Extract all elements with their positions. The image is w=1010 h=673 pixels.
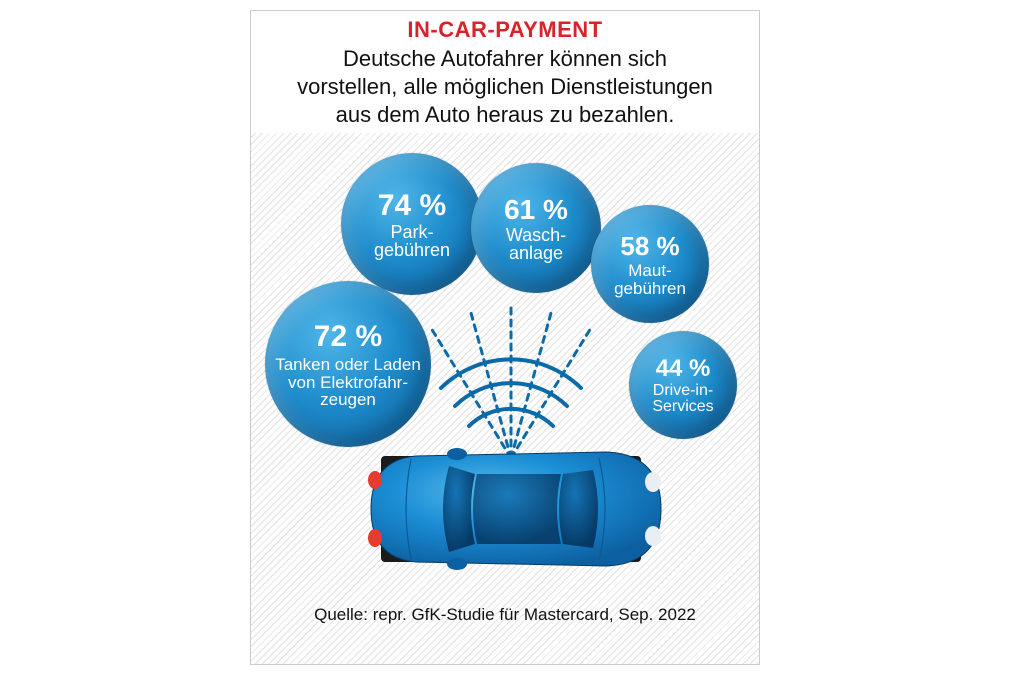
bubble-waschanlage: 61 % Wasch- anlage <box>471 163 601 293</box>
mirror-right <box>447 558 467 570</box>
bubble-percent: 61 % <box>504 194 568 226</box>
bubble-parkgebuehren: 74 % Park- gebühren <box>341 153 483 295</box>
windshield <box>443 466 475 552</box>
car-body <box>368 448 661 570</box>
mirror-left <box>447 448 467 460</box>
infographic-title: IN-CAR-PAYMENT <box>291 17 719 43</box>
bubble-percent: 58 % <box>620 231 679 262</box>
bubble-percent: 44 % <box>656 355 711 383</box>
bubble-label: Wasch- anlage <box>506 226 566 264</box>
bubble-label: Drive-in- Services <box>652 383 713 417</box>
taillight-right <box>368 529 382 547</box>
bubble-percent: 72 % <box>314 320 382 354</box>
bubble-label: Park- gebühren <box>374 223 450 261</box>
infographic-subtitle: Deutsche Autofahrer können sich vorstell… <box>291 45 719 129</box>
source-text: Quelle: repr. GfK-Studie für Mastercard,… <box>251 605 759 625</box>
headlight-right <box>645 526 661 546</box>
header-block: IN-CAR-PAYMENT Deutsche Autofahrer könne… <box>251 11 759 133</box>
stage: 72 % Tanken oder Laden von Elektrofahr- … <box>251 133 759 633</box>
bubble-label: Maut- gebühren <box>614 262 686 298</box>
taillight-left <box>368 471 382 489</box>
bubble-drive-in: 44 % Drive-in- Services <box>629 331 737 439</box>
bubble-percent: 74 % <box>378 189 446 223</box>
rear-window <box>559 470 598 548</box>
bubble-label: Tanken oder Laden von Elektrofahr- zeuge… <box>275 356 421 410</box>
infographic-panel: IN-CAR-PAYMENT Deutsche Autofahrer könne… <box>250 10 760 665</box>
bubble-mautgebuehren: 58 % Maut- gebühren <box>591 205 709 323</box>
headlight-left <box>645 472 661 492</box>
bubble-tanken-laden: 72 % Tanken oder Laden von Elektrofahr- … <box>265 281 431 447</box>
roof <box>473 474 561 544</box>
